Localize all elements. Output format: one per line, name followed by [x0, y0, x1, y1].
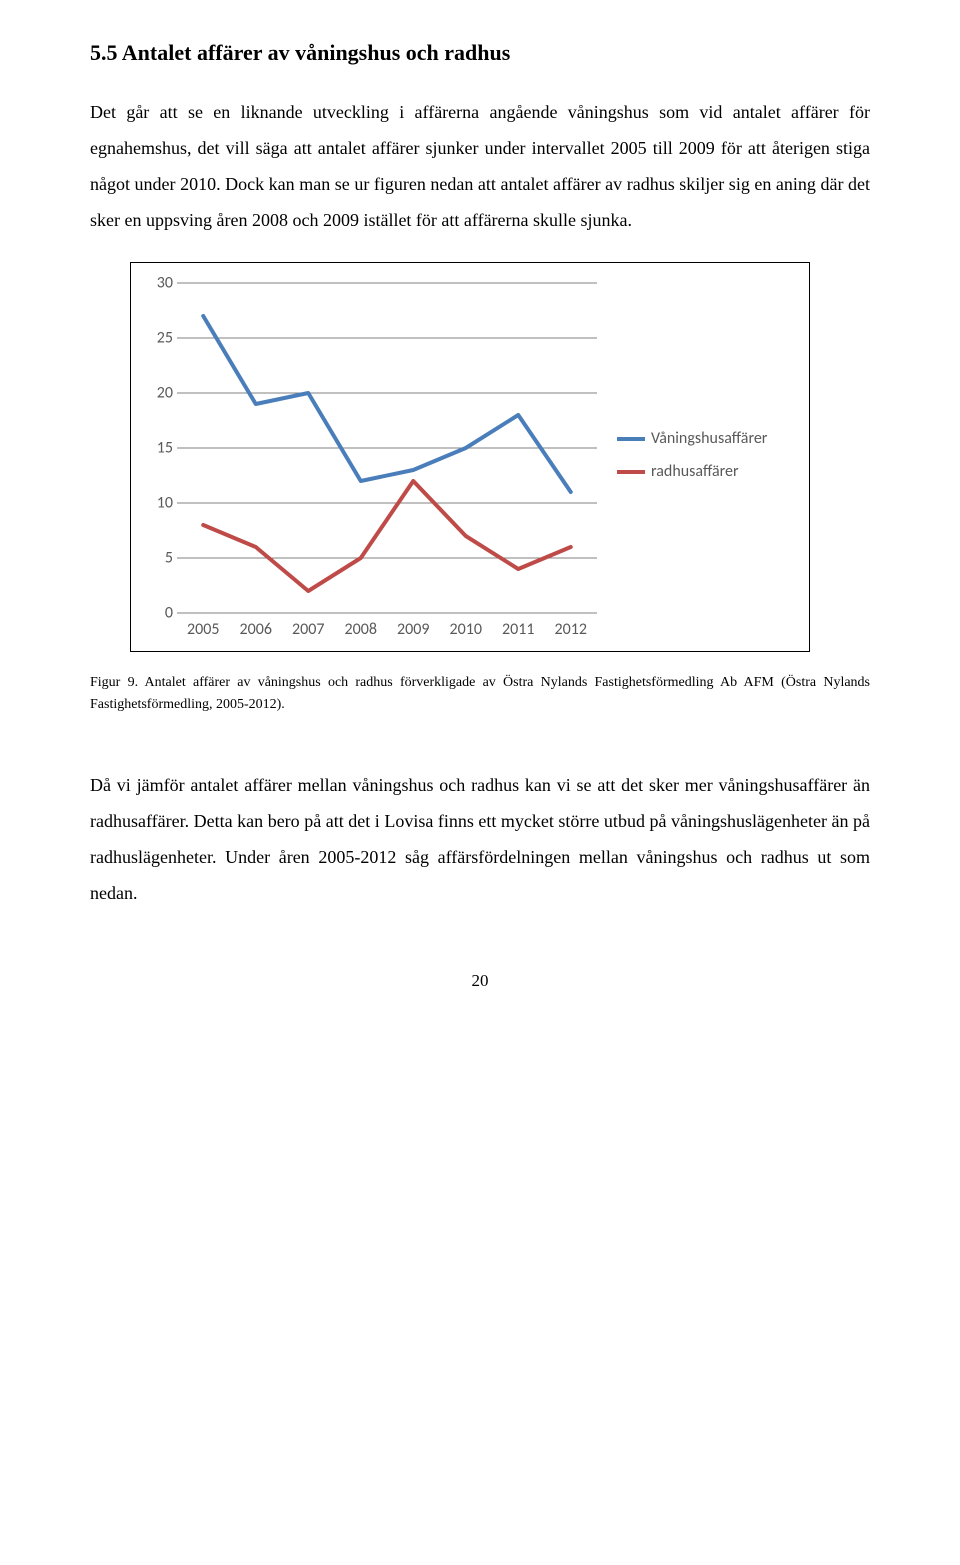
- legend-swatch: [617, 470, 645, 474]
- legend-item: radhusaffärer: [617, 462, 767, 481]
- x-tick-label: 2007: [292, 620, 324, 639]
- y-tick-label: 0: [147, 604, 173, 623]
- legend-swatch: [617, 437, 645, 441]
- chart-container: 051015202530 200520062007200820092010201…: [130, 262, 810, 652]
- section-heading: 5.5 Antalet affärer av våningshus och ra…: [90, 40, 870, 66]
- page: 5.5 Antalet affärer av våningshus och ra…: [0, 0, 960, 1031]
- y-tick-label: 20: [147, 384, 173, 403]
- legend-item: Våningshusaffärer: [617, 429, 767, 448]
- y-tick-label: 10: [147, 494, 173, 513]
- y-tick-label: 25: [147, 329, 173, 348]
- x-tick-label: 2005: [187, 620, 219, 639]
- x-tick-label: 2009: [397, 620, 429, 639]
- legend: Våningshusaffärer radhusaffärer: [617, 429, 767, 495]
- paragraph-2: Då vi jämför antalet affärer mellan våni…: [90, 767, 870, 911]
- x-tick-label: 2010: [450, 620, 482, 639]
- x-tick-label: 2006: [240, 620, 272, 639]
- page-number: 20: [90, 971, 870, 991]
- x-tick-label: 2008: [345, 620, 377, 639]
- y-tick-label: 15: [147, 439, 173, 458]
- paragraph-1: Det går att se en liknande utveckling i …: [90, 94, 870, 238]
- legend-label: Våningshusaffärer: [651, 429, 767, 448]
- x-tick-labels: 20052006200720082009201020112012: [177, 283, 597, 613]
- figure-caption: Figur 9. Antalet affärer av våningshus o…: [90, 672, 870, 717]
- y-tick-label: 5: [147, 549, 173, 568]
- x-tick-label: 2011: [502, 620, 534, 639]
- x-tick-label: 2012: [555, 620, 587, 639]
- legend-label: radhusaffärer: [651, 462, 739, 481]
- y-tick-label: 30: [147, 274, 173, 293]
- chart-inner: 051015202530 200520062007200820092010201…: [147, 279, 793, 635]
